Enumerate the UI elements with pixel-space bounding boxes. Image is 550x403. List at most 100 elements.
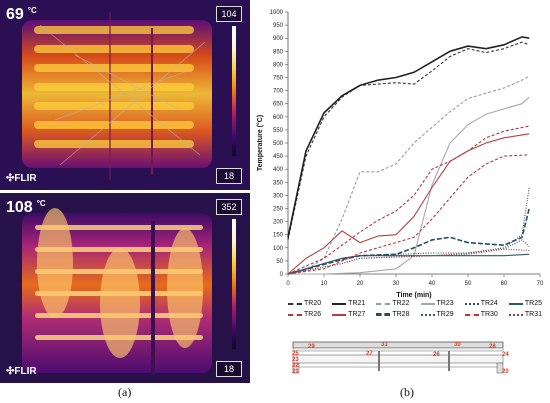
series-line-tr21 xyxy=(287,36,530,238)
series-line-tr30 xyxy=(287,154,530,275)
legend-text: TR27 xyxy=(348,311,366,318)
y-tick-label: 550 xyxy=(273,128,284,134)
y-tick-label: 450 xyxy=(273,154,284,160)
y-axis-label: Temperature (°C) xyxy=(256,115,264,171)
thermal-image-top: 69 °C 104 18 ✣FLIR xyxy=(0,0,250,190)
thermal-images-panel: 69 °C 104 18 ✣FLIR xyxy=(0,0,250,383)
y-tick-label: 700 xyxy=(273,89,284,95)
legend-swatch xyxy=(464,302,479,305)
legend-text: TR21 xyxy=(348,300,366,307)
bottom-temperature-readout: 108 °C xyxy=(6,199,46,216)
x-tick-label: 40 xyxy=(429,281,436,287)
legend-item-tr29: TR29 xyxy=(420,311,462,318)
y-tick-label: 950 xyxy=(273,23,284,29)
y-tick-label: 750 xyxy=(273,76,284,82)
series-line-tr27 xyxy=(287,133,530,275)
bottom-scale-min: 18 xyxy=(216,361,242,377)
top-temperature-readout: 69 °C xyxy=(6,6,37,23)
legend-item-tr25: TR25 xyxy=(508,300,550,307)
legend-swatch xyxy=(288,313,302,316)
top-scale-min: 18 xyxy=(216,168,242,184)
legend-swatch xyxy=(508,302,523,305)
top-thermal-scale xyxy=(232,26,236,156)
legend-text: TR24 xyxy=(480,300,498,307)
legend-swatch xyxy=(420,313,435,316)
y-tick-label: 150 xyxy=(273,233,284,239)
legend-swatch xyxy=(332,313,347,316)
legend-text: TR25 xyxy=(524,300,542,307)
legend-item-tr27: TR27 xyxy=(332,311,373,318)
flir-logo-icon: ✣ xyxy=(6,173,15,184)
legend-swatch xyxy=(420,302,435,305)
legend-text: TR31 xyxy=(524,311,542,318)
legend-item-tr23: TR23 xyxy=(420,300,462,307)
legend-swatch xyxy=(288,302,302,305)
legend-swatch xyxy=(508,313,523,316)
series-line-tr25 xyxy=(287,253,530,275)
y-tick-label: 100 xyxy=(273,246,284,252)
series-line-tr23 xyxy=(288,96,530,275)
legend-item-tr31: TR31 xyxy=(508,311,550,318)
legend-row: TR26 TR27 TR28 TR29 TR30 TR31 xyxy=(288,311,550,318)
legend-swatch xyxy=(464,313,479,316)
thermal-heatmap-bottom xyxy=(0,193,250,383)
bottom-thermal-scale xyxy=(232,219,236,349)
legend-text: TR26 xyxy=(304,311,322,318)
legend-item-tr21: TR21 xyxy=(332,300,373,307)
x-tick-label: 20 xyxy=(357,281,364,287)
y-tick-label: 800 xyxy=(273,62,284,68)
flir-logo-icon: ✣ xyxy=(6,366,15,377)
y-tick-label: 200 xyxy=(273,220,284,226)
y-tick-label: 50 xyxy=(276,259,283,265)
x-tick-label: 30 xyxy=(393,281,400,287)
y-tick-label: 250 xyxy=(273,207,284,213)
series-line-tr28 xyxy=(287,208,530,275)
x-tick-label: 10 xyxy=(321,281,328,287)
series-line-tr20 xyxy=(287,41,530,241)
y-tick-label: 900 xyxy=(273,36,284,42)
top-scale-max: 104 xyxy=(216,6,242,22)
bottom-flir-brand: ✣FLIR xyxy=(6,366,37,377)
legend-text: TR22 xyxy=(392,300,410,307)
legend-text: TR20 xyxy=(304,300,322,307)
thermal-image-bottom: 108 °C 352 18 ✣FLIR xyxy=(0,193,250,383)
top-flir-brand: ✣FLIR xyxy=(6,173,37,184)
legend-item-tr20: TR20 xyxy=(288,300,329,307)
legend-item-tr22: TR22 xyxy=(376,300,417,307)
y-tick-label: 500 xyxy=(273,141,284,147)
bottom-scale-max: 352 xyxy=(216,199,242,215)
chart-legend: TR20 TR21 TR22 TR23 TR24 TR25 TR26 TR27 TR28 TR2… xyxy=(288,300,550,322)
y-tick-label: 850 xyxy=(273,49,284,55)
legend-text: TR29 xyxy=(436,311,454,318)
y-tick-label: 300 xyxy=(273,193,284,199)
series-line-tr22 xyxy=(287,75,530,275)
legend-swatch xyxy=(376,313,391,316)
thermal-heatmap-top xyxy=(0,0,250,190)
legend-text: TR30 xyxy=(480,311,498,318)
y-tick-label: 1000 xyxy=(270,10,284,16)
panel-label-b: (b) xyxy=(400,385,414,399)
legend-item-tr24: TR24 xyxy=(464,300,506,307)
chart-axis xyxy=(287,12,540,275)
y-tick-label: 600 xyxy=(273,115,284,121)
x-tick-label: 50 xyxy=(465,281,472,287)
legend-text: TR23 xyxy=(436,300,454,307)
legend-swatch xyxy=(332,302,347,305)
legend-item-tr30: TR30 xyxy=(464,311,506,318)
legend-item-tr28: TR28 xyxy=(376,311,417,318)
legend-item-tr26: TR26 xyxy=(288,311,329,318)
x-tick-label: 70 xyxy=(537,281,544,287)
series-line-tr26 xyxy=(287,125,530,275)
legend-row: TR20 TR21 TR22 TR23 TR24 TR25 xyxy=(288,300,550,307)
sensor-schematic xyxy=(292,341,504,374)
y-tick-label: 650 xyxy=(273,102,284,108)
temperature-chart: 0501001502002503003504004505005506006507… xyxy=(256,10,544,299)
x-tick-label: 0 xyxy=(286,281,290,287)
x-tick-label: 60 xyxy=(501,281,508,287)
series-line-tr31 xyxy=(287,248,530,275)
legend-text: TR28 xyxy=(392,311,410,318)
y-tick-label: 400 xyxy=(273,167,284,173)
panel-label-a: (a) xyxy=(118,385,132,399)
y-tick-label: 0 xyxy=(280,272,284,278)
x-axis-label: Time (min) xyxy=(396,292,431,299)
